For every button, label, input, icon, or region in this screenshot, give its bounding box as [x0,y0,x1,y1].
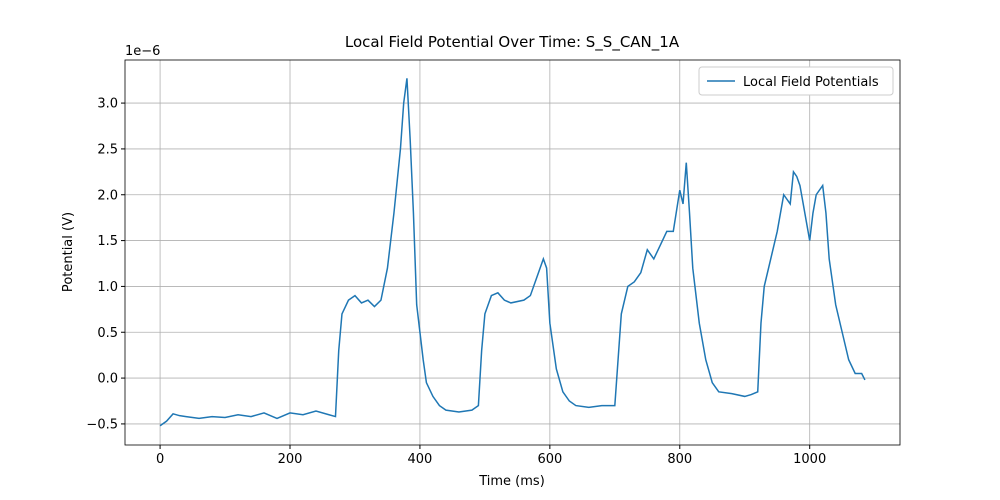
y-tick-label: 1.5 [97,234,118,249]
x-tick-label: 1000 [793,452,826,467]
y-tick-label: −0.5 [86,417,118,432]
y-axis-label: Potential (V) [61,212,76,292]
legend-box [698,66,894,96]
y-tick-label: 1.0 [97,280,118,295]
x-tick-label: 400 [408,452,433,467]
x-axis-label: Time (ms) [478,474,545,489]
chart-title: Local Field Potential Over Time: S_S_CAN… [345,33,680,52]
x-tick-label: 800 [667,452,692,467]
y-offset-label: 1e−6 [125,44,160,59]
legend-label: Local Field Potentials [743,75,879,90]
x-tick-label: 200 [278,452,303,467]
x-tick-label: 600 [537,452,562,467]
y-tick-label: 2.5 [97,142,118,157]
x-tick-label: 0 [156,452,164,467]
y-tick-label: 3.0 [97,97,118,112]
data-line [159,78,866,427]
y-tick-label: 2.0 [97,188,118,203]
y-tick-label: 0.5 [97,326,118,341]
y-tick-label: 0.0 [97,372,118,387]
plot-frame [124,59,901,446]
